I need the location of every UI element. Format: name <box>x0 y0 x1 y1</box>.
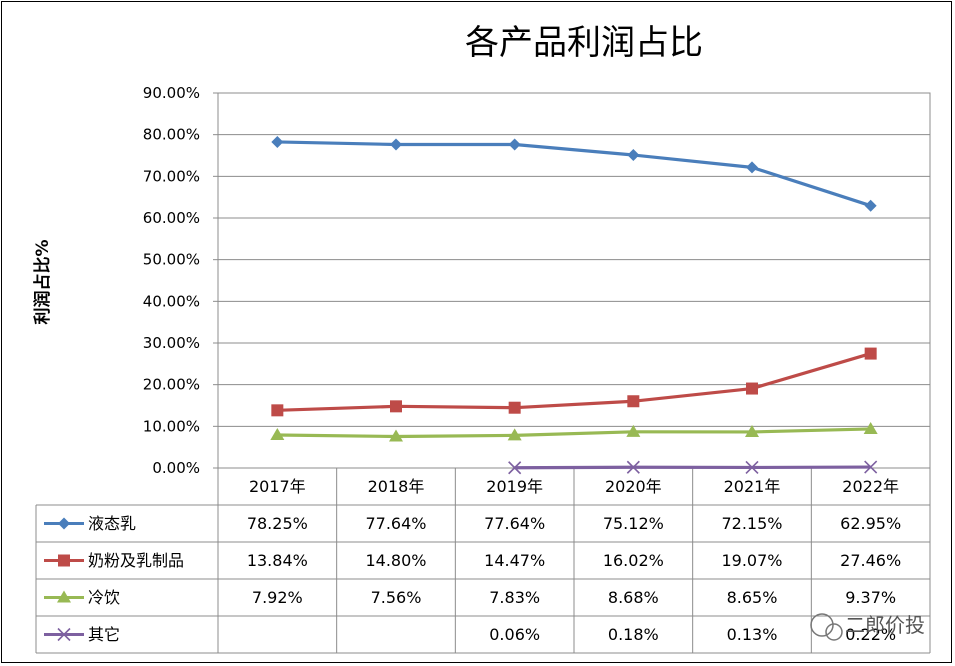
data-point <box>389 429 403 442</box>
x-tick-label: 2020年 <box>605 477 662 496</box>
data-point <box>864 199 877 212</box>
y-tick-label: 40.00% <box>143 292 200 310</box>
y-tick-label: 30.00% <box>143 334 200 352</box>
data-point <box>271 135 284 148</box>
data-point <box>745 460 759 475</box>
data-point <box>864 347 877 360</box>
data-point <box>390 400 402 413</box>
data-label: 0.06% <box>489 625 540 644</box>
data-point <box>270 428 285 440</box>
data-label: 7.56% <box>371 588 422 607</box>
x-tick-label: 2021年 <box>724 477 781 496</box>
data-point <box>746 161 758 174</box>
x-tick-label: 2017年 <box>249 477 306 496</box>
data-point <box>271 404 284 417</box>
legend-marker <box>58 554 70 567</box>
y-tick-label: 20.00% <box>143 376 200 394</box>
series-line <box>277 352 872 412</box>
data-label: 14.47% <box>484 551 545 570</box>
x-tick-label: 2019年 <box>486 477 543 496</box>
series-line <box>277 140 872 208</box>
data-point <box>746 382 758 395</box>
y-axis-label: 利润占比% <box>32 239 53 324</box>
data-label: 8.65% <box>727 588 778 607</box>
wechat-icon <box>810 613 834 637</box>
legend-label: 液态乳 <box>88 514 136 533</box>
data-point <box>627 149 640 161</box>
x-tick-label: 2018年 <box>368 477 425 496</box>
data-point <box>626 460 640 474</box>
data-point <box>864 460 878 474</box>
series-2 <box>270 421 878 442</box>
series-0 <box>271 135 877 212</box>
legend-label: 其它 <box>88 625 120 644</box>
data-label: 62.95% <box>840 514 901 533</box>
data-label: 0.18% <box>608 625 659 644</box>
series-line <box>514 465 871 470</box>
y-tick-label: 60.00% <box>143 209 200 227</box>
data-label: 72.15% <box>721 514 782 533</box>
data-label: 0.22% <box>845 625 896 644</box>
data-label: 78.25% <box>247 514 308 533</box>
data-point <box>508 461 522 475</box>
data-label: 77.64% <box>365 514 426 533</box>
data-point <box>626 424 641 437</box>
watermark <box>810 613 843 641</box>
data-point <box>508 401 521 414</box>
legend-label: 冷饮 <box>88 588 120 607</box>
legend-label: 奶粉及乳制品 <box>88 551 184 570</box>
data-point <box>627 395 640 408</box>
data-label: 16.02% <box>603 551 664 570</box>
data-label: 14.80% <box>365 551 426 570</box>
data-point <box>745 424 759 437</box>
data-label: 7.83% <box>489 588 540 607</box>
data-label: 8.68% <box>608 588 659 607</box>
data-point <box>507 428 522 441</box>
y-tick-label: 0.00% <box>152 459 200 477</box>
y-tick-label: 90.00% <box>143 84 200 102</box>
y-tick-label: 50.00% <box>143 251 200 269</box>
series-line <box>277 427 871 439</box>
legend-marker <box>57 627 71 642</box>
series-3 <box>508 460 878 475</box>
y-tick-label: 70.00% <box>143 167 200 185</box>
data-point <box>508 138 521 151</box>
watermark-text: 二郎价投 <box>845 613 925 637</box>
series-1 <box>271 347 877 417</box>
data-label: 77.64% <box>484 514 545 533</box>
data-label: 13.84% <box>247 551 308 570</box>
data-label: 19.07% <box>721 551 782 570</box>
legend-marker <box>58 517 70 530</box>
y-tick-label: 10.00% <box>143 417 200 435</box>
data-point <box>390 138 402 151</box>
data-label: 9.37% <box>845 588 896 607</box>
x-tick-label: 2022年 <box>842 477 899 496</box>
data-label: 75.12% <box>603 514 664 533</box>
data-label: 0.13% <box>727 625 778 644</box>
chart-title: 各产品利润占比 <box>465 23 703 63</box>
data-label: 7.92% <box>252 588 303 607</box>
data-label: 27.46% <box>840 551 901 570</box>
wechat-icon <box>825 623 843 641</box>
data-point <box>863 421 878 434</box>
y-tick-label: 80.00% <box>143 126 200 144</box>
legend-marker <box>57 590 71 603</box>
